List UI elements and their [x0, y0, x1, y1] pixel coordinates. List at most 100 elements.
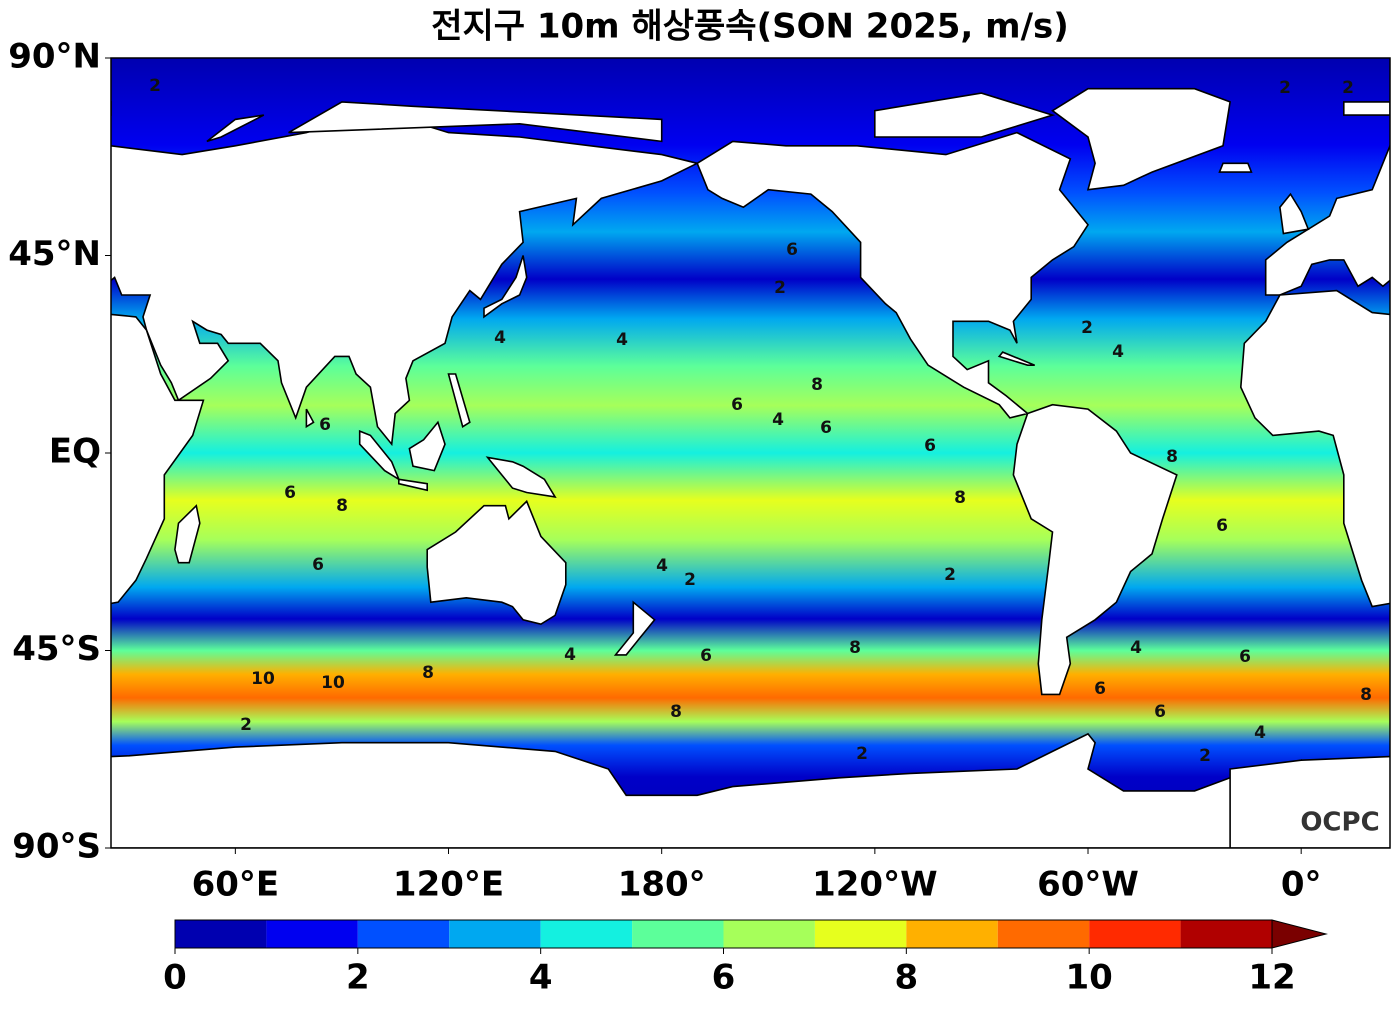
landmass [483, 255, 528, 319]
colorbar-segment [357, 920, 450, 948]
contour-label: 2 [1081, 318, 1093, 338]
colorbar-segment [814, 920, 907, 948]
contour-label: 6 [700, 646, 712, 666]
colorbar-segment [632, 920, 724, 948]
contour-label: 4 [616, 330, 628, 350]
landmass [1229, 755, 1390, 848]
landmass [485, 456, 557, 498]
landmass [174, 504, 201, 564]
contour-label: 6 [786, 240, 798, 260]
landmass [874, 92, 1056, 138]
contour-label: 8 [811, 375, 823, 395]
landmass [997, 351, 1036, 366]
contour-label: 2 [1279, 78, 1291, 98]
landmass [288, 101, 663, 143]
contour-label: 4 [564, 645, 576, 665]
contour-label: 2 [944, 565, 956, 585]
x-tick-label: 120°E [393, 865, 504, 905]
x-tick-label: 180° [618, 865, 706, 905]
colorbar-segment [906, 920, 998, 948]
landmass [426, 499, 567, 626]
colorbar-extend [1271, 919, 1328, 949]
landmass [408, 420, 446, 472]
colorbar-tick-label: 8 [894, 958, 918, 998]
contour-label: 8 [1166, 447, 1178, 467]
contour-label: 6 [312, 555, 324, 575]
contour-label: 4 [494, 328, 506, 348]
landmass [1218, 162, 1253, 173]
colorbar-segment [449, 920, 541, 948]
contour-label: 8 [422, 663, 434, 683]
logo: OCPC [1300, 808, 1379, 838]
contour-label: 2 [1199, 746, 1211, 766]
x-tick-label: 60°W [1037, 865, 1139, 905]
y-tick-label: 90°S [12, 827, 101, 867]
colorbar-tick-label: 12 [1248, 958, 1295, 998]
colorbar-tick-label: 2 [346, 958, 370, 998]
y-tick-label: 45°S [12, 629, 101, 669]
x-tick-label: 0° [1281, 865, 1322, 905]
map-area [1, 58, 1390, 848]
contour-label: 4 [772, 410, 784, 430]
landmass [696, 131, 1089, 419]
contour-label: 2 [684, 570, 696, 590]
contour-label: 8 [670, 702, 682, 722]
landmass [1343, 101, 1390, 116]
landmass [1239, 289, 1390, 608]
contour-label: 6 [1239, 647, 1251, 667]
contour-label: 4 [656, 556, 668, 576]
contour-label: 2 [856, 744, 868, 764]
x-tick-label: 60°E [192, 865, 280, 905]
y-tick-label: 90°N [8, 37, 101, 77]
contour-label: 6 [1094, 679, 1106, 699]
colorbar-segment [1089, 920, 1181, 948]
contour-label: 2 [1342, 78, 1354, 98]
contour-label: 2 [240, 715, 252, 735]
landmass [1, 194, 29, 234]
landmass [1051, 87, 1231, 191]
colorbar-tick-label: 6 [712, 958, 736, 998]
landmass [398, 478, 428, 492]
landmass [613, 600, 656, 656]
colorbar-segment [266, 920, 358, 948]
contour-label: 6 [1216, 516, 1228, 536]
landmass [111, 101, 112, 116]
colorbar-segment [540, 920, 633, 948]
contour-label: 6 [1154, 702, 1166, 722]
contour-label: 2 [774, 278, 786, 298]
y-tick-label: EQ [49, 432, 101, 472]
colorbar-segment [997, 920, 1090, 948]
colorbar-tick-label: 10 [1066, 958, 1113, 998]
landmass [206, 114, 265, 143]
colorbar-segment [1180, 920, 1272, 948]
x-tick-label: 120°W [812, 865, 937, 905]
landmass [305, 408, 315, 429]
landmass [1279, 192, 1310, 235]
contour-label: 8 [849, 638, 861, 658]
contour-label: 8 [954, 488, 966, 508]
contour-label: 10 [251, 669, 275, 689]
contour-label: 4 [1130, 638, 1142, 658]
colorbar-tick-label: 0 [163, 958, 187, 998]
contour-label: 10 [321, 673, 345, 693]
colorbar-segment [175, 920, 267, 948]
contour-label: 6 [820, 418, 832, 438]
colorbar-segment [723, 920, 815, 948]
colorbar-tick-label: 4 [529, 958, 553, 998]
y-tick-label: 45°N [8, 234, 101, 274]
contour-label: 4 [1254, 723, 1266, 743]
landmass [111, 313, 205, 605]
contour-label: 4 [1112, 342, 1124, 362]
landmass [1012, 403, 1178, 696]
land [1, 87, 1390, 848]
landmass [1264, 144, 1390, 296]
landmass [447, 373, 471, 428]
contour-label: 2 [149, 76, 161, 96]
contour-label: 8 [336, 496, 348, 516]
contour-label: 8 [1360, 685, 1372, 705]
contour-label: 6 [284, 483, 296, 503]
map-title: 전지구 10m 해상풍속(SON 2025, m/s) [431, 7, 1069, 47]
contour-label: 6 [924, 436, 936, 456]
